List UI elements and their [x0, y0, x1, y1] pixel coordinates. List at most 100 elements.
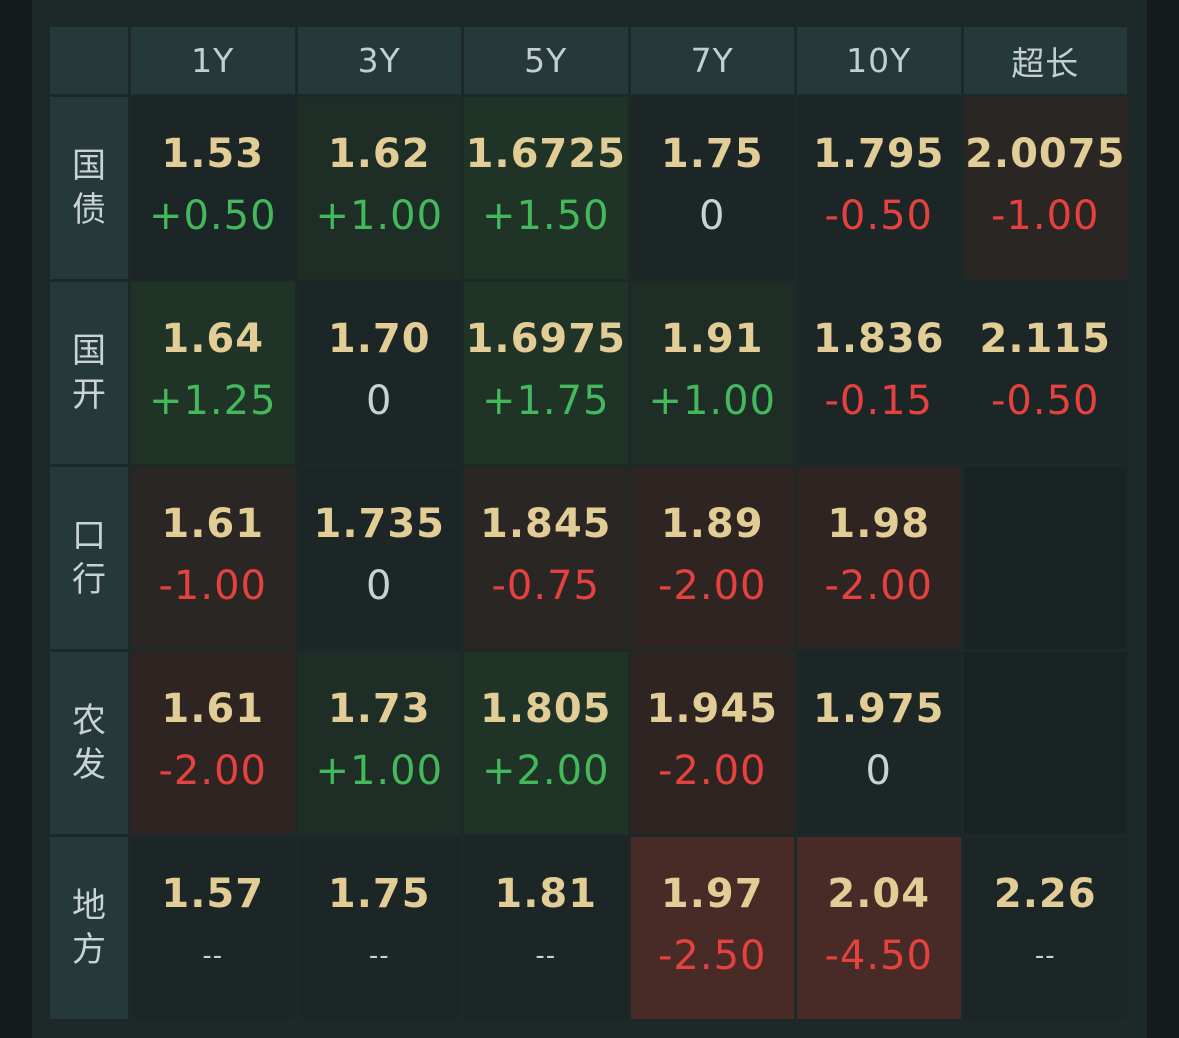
yield-value: 1.75: [660, 131, 764, 177]
quote-cell-adbc-10y[interactable]: 1.975 0: [797, 652, 961, 834]
row-label-exim: 口行: [50, 467, 128, 649]
yield-value: 1.97: [660, 871, 764, 917]
row-label-char: 行: [72, 560, 106, 600]
column-header-5y: 5Y: [464, 27, 628, 94]
row-label-char: 国: [72, 146, 106, 186]
yield-change: -4.50: [824, 933, 933, 979]
yield-value: 1.62: [327, 131, 431, 177]
row-label-char: 口: [72, 516, 106, 556]
yield-change: -2.00: [824, 563, 933, 609]
quote-cell-local-gov-1y[interactable]: 1.57 --: [131, 837, 295, 1019]
yield-value: 1.75: [327, 871, 431, 917]
row-label-char: 地: [72, 886, 106, 926]
quote-cell-cdb-3y[interactable]: 1.70 0: [297, 282, 461, 464]
yield-change: +1.50: [481, 193, 610, 239]
yield-value: 1.6975: [465, 316, 626, 362]
quote-cell-cdb-5y[interactable]: 1.6975 +1.75: [464, 282, 628, 464]
yield-change: 0: [865, 748, 892, 794]
quote-cell-adbc-1y[interactable]: 1.61 -2.00: [131, 652, 295, 834]
quote-cell-treasury-7y[interactable]: 1.75 0: [630, 97, 794, 279]
yield-value: 2.115: [979, 316, 1112, 362]
yield-value: 1.836: [812, 316, 945, 362]
quote-cell-exim-ultra-long: [963, 467, 1127, 649]
quote-cell-exim-1y[interactable]: 1.61 -1.00: [131, 467, 295, 649]
yield-value: 1.975: [812, 686, 945, 732]
yield-change: --: [1034, 941, 1056, 971]
yield-value: 1.64: [161, 316, 265, 362]
quote-cell-cdb-1y[interactable]: 1.64 +1.25: [131, 282, 295, 464]
yield-value: 1.98: [827, 501, 931, 547]
yield-change: -1.00: [158, 563, 267, 609]
quote-cell-local-gov-7y[interactable]: 1.97 -2.50: [630, 837, 794, 1019]
yield-value: 1.795: [812, 131, 945, 177]
yield-value: 1.53: [161, 131, 265, 177]
yield-change: 0: [699, 193, 726, 239]
quote-cell-cdb-10y[interactable]: 1.836 -0.15: [797, 282, 961, 464]
yield-value: 1.735: [313, 501, 446, 547]
yield-change: +1.00: [648, 378, 777, 424]
yield-change: -2.00: [658, 563, 767, 609]
yield-change: -2.50: [658, 933, 767, 979]
yield-change: +1.25: [148, 378, 277, 424]
quote-cell-adbc-ultra-long: [963, 652, 1127, 834]
quote-cell-treasury-ultra-long[interactable]: 2.0075 -1.00: [963, 97, 1127, 279]
quote-cell-exim-3y[interactable]: 1.735 0: [297, 467, 461, 649]
yield-change: +1.75: [481, 378, 610, 424]
quote-cell-treasury-3y[interactable]: 1.62 +1.00: [297, 97, 461, 279]
yield-change: +2.00: [481, 748, 610, 794]
quote-cell-local-gov-5y[interactable]: 1.81 --: [464, 837, 628, 1019]
quote-cell-adbc-7y[interactable]: 1.945 -2.00: [630, 652, 794, 834]
yield-value: 1.89: [660, 501, 764, 547]
quote-cell-treasury-5y[interactable]: 1.6725 +1.50: [464, 97, 628, 279]
grid-corner: [50, 27, 128, 94]
column-header-10y: 10Y: [797, 27, 961, 94]
quote-cell-adbc-5y[interactable]: 1.805 +2.00: [464, 652, 628, 834]
row-label-char: 发: [72, 745, 106, 785]
row-label-char: 开: [72, 375, 106, 415]
yield-change: 0: [366, 378, 393, 424]
yield-value: 1.6725: [465, 131, 626, 177]
yield-change: --: [535, 941, 557, 971]
row-label-adbc: 农发: [50, 652, 128, 834]
column-header-1y: 1Y: [131, 27, 295, 94]
yield-change: -0.15: [824, 378, 933, 424]
yield-value: 1.805: [479, 686, 612, 732]
yield-change: -1.00: [991, 193, 1100, 239]
column-header-3y: 3Y: [297, 27, 461, 94]
quote-cell-adbc-3y[interactable]: 1.73 +1.00: [297, 652, 461, 834]
row-label-char: 方: [72, 930, 106, 970]
yield-change: +1.00: [315, 748, 444, 794]
yield-change: -0.75: [491, 563, 600, 609]
yield-change: +1.00: [315, 193, 444, 239]
yield-value: 1.945: [646, 686, 779, 732]
quote-cell-cdb-7y[interactable]: 1.91 +1.00: [630, 282, 794, 464]
quote-cell-exim-7y[interactable]: 1.89 -2.00: [630, 467, 794, 649]
yield-value: 1.70: [327, 316, 431, 362]
row-label-char: 农: [72, 701, 106, 741]
row-label-char: 债: [72, 190, 106, 230]
quote-cell-exim-5y[interactable]: 1.845 -0.75: [464, 467, 628, 649]
yield-value: 1.61: [161, 686, 265, 732]
yield-change: -0.50: [991, 378, 1100, 424]
yield-value: 1.91: [660, 316, 764, 362]
row-label-char: 国: [72, 331, 106, 371]
quote-cell-local-gov-10y[interactable]: 2.04 -4.50: [797, 837, 961, 1019]
yield-value: 2.0075: [965, 131, 1126, 177]
quote-cell-local-gov-ultra-long[interactable]: 2.26 --: [963, 837, 1127, 1019]
quote-cell-exim-10y[interactable]: 1.98 -2.00: [797, 467, 961, 649]
row-label-cdb: 国开: [50, 282, 128, 464]
quote-cell-cdb-ultra-long[interactable]: 2.115 -0.50: [963, 282, 1127, 464]
yield-change: --: [368, 941, 390, 971]
yield-value: 1.61: [161, 501, 265, 547]
quote-cell-local-gov-3y[interactable]: 1.75 --: [297, 837, 461, 1019]
quote-cell-treasury-1y[interactable]: 1.53 +0.50: [131, 97, 295, 279]
yield-change: 0: [366, 563, 393, 609]
quote-cell-treasury-10y[interactable]: 1.795 -0.50: [797, 97, 961, 279]
yield-value: 2.04: [827, 871, 931, 917]
column-header-ultra-long: 超长: [963, 27, 1127, 94]
yield-value: 1.57: [161, 871, 265, 917]
row-label-local-gov: 地方: [50, 837, 128, 1019]
yield-change: -2.00: [158, 748, 267, 794]
yield-value: 1.845: [479, 501, 612, 547]
row-label-treasury: 国债: [50, 97, 128, 279]
